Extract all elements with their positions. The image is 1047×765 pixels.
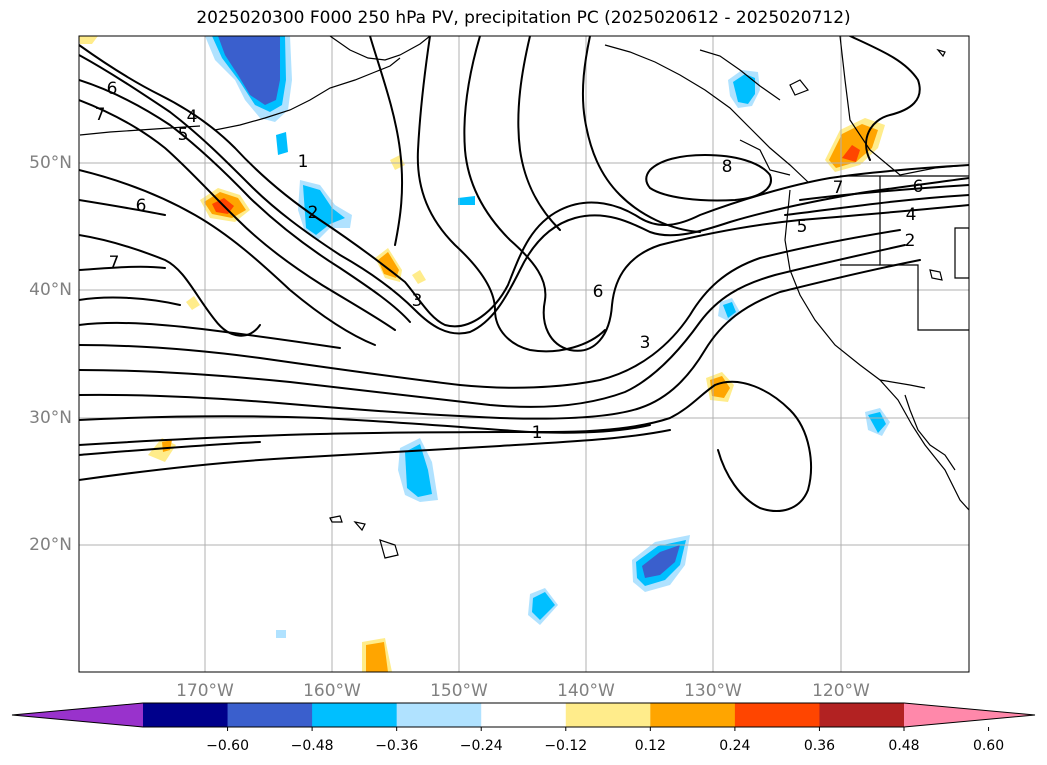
lat-label: 20°N [29, 535, 72, 555]
contour-label: 6 [593, 282, 604, 302]
colorbar-extend-high [904, 703, 1035, 727]
lon-label: 130°W [684, 681, 742, 701]
contour-label: 1 [298, 152, 309, 172]
precip-negative-patch [405, 444, 432, 497]
contour-label: 2 [308, 203, 319, 223]
contour-labels: 6 7 4 5 1 2 6 7 3 8 6 3 1 6 4 5 2 7 [95, 79, 924, 443]
contour-label: 4 [187, 107, 198, 127]
lon-label: 140°W [557, 681, 615, 701]
colorbar-swatch [650, 703, 736, 727]
precip-positive-patch [79, 36, 98, 44]
contour-label: 8 [722, 157, 733, 177]
colorbar-swatch [396, 703, 482, 727]
contour-label: 1 [532, 423, 543, 443]
colorbar-outline [11, 702, 1036, 728]
map-title: 2025020300 F000 250 hPa PV, precipitatio… [196, 8, 851, 28]
contour-label: 7 [95, 105, 106, 125]
precip-negative-patch [532, 592, 555, 620]
colorbar-tick-label: −0.60 [206, 738, 249, 754]
contour-label: 6 [107, 79, 118, 99]
colorbar-swatch [481, 703, 567, 727]
precip-negative-patch [218, 36, 280, 105]
colorbar-swatch [734, 703, 820, 727]
precip-negative-patch [276, 132, 288, 155]
colorbar-swatch [819, 703, 905, 727]
lat-label: 50°N [29, 153, 72, 173]
precip-positive-patch [378, 252, 399, 278]
colorbar-swatch [312, 703, 398, 727]
coastlines [79, 36, 969, 559]
colorbar-tick-label: 0.36 [803, 738, 836, 754]
lon-label: 160°W [303, 681, 361, 701]
colorbar-extend-low [12, 703, 143, 727]
contour-label: 4 [906, 205, 917, 225]
colorbar-tick-label: 0.12 [634, 738, 666, 754]
colorbar-swatch [565, 703, 651, 727]
colorbar-swatch [227, 703, 313, 727]
contour-label: 3 [412, 291, 423, 311]
lon-label: 120°W [812, 681, 870, 701]
colorbar-tick-label: −0.24 [459, 738, 503, 754]
precip-negative-patch [642, 545, 680, 578]
graticule [79, 36, 969, 672]
colorbar-tick-label: 0.24 [719, 738, 751, 754]
map-frame [78, 35, 970, 673]
colorbar-swatch [143, 703, 229, 727]
precip-positive-patch [412, 270, 426, 284]
colorbar-tick-label: −0.12 [544, 738, 588, 754]
precip-positive-patch [842, 145, 860, 162]
colorbar [11, 702, 1036, 731]
contour-label: 6 [913, 177, 924, 197]
contour-label: 2 [905, 231, 916, 251]
contour-label: 7 [833, 178, 844, 198]
precip-negative-patch [723, 302, 736, 318]
precip-negative-patch [733, 74, 755, 104]
precip-patches [79, 36, 890, 672]
precip-negative-patch [303, 185, 345, 235]
precip-negative-patch [276, 630, 286, 638]
precip-positive-patch [366, 642, 388, 672]
lat-label: 40°N [29, 280, 72, 300]
contour-label: 5 [797, 217, 808, 237]
precip-negative-patch [868, 412, 886, 433]
lon-label: 150°W [430, 681, 488, 701]
pv-contours [79, 36, 969, 512]
contour-label: 5 [178, 125, 189, 145]
precip-positive-patch [186, 296, 200, 310]
lat-label: 30°N [29, 408, 72, 428]
colorbar-tick-label: 0.48 [888, 738, 920, 754]
contour-label: 7 [109, 253, 120, 273]
contour-label: 3 [640, 333, 651, 353]
colorbar-tick-label: 0.60 [972, 738, 1005, 754]
colorbar-tick-label: −0.48 [290, 738, 334, 754]
contour-label: 6 [136, 196, 147, 216]
precip-negative-patch [458, 196, 475, 205]
colorbar-tick-label: −0.36 [375, 738, 419, 754]
lon-label: 170°W [176, 681, 234, 701]
